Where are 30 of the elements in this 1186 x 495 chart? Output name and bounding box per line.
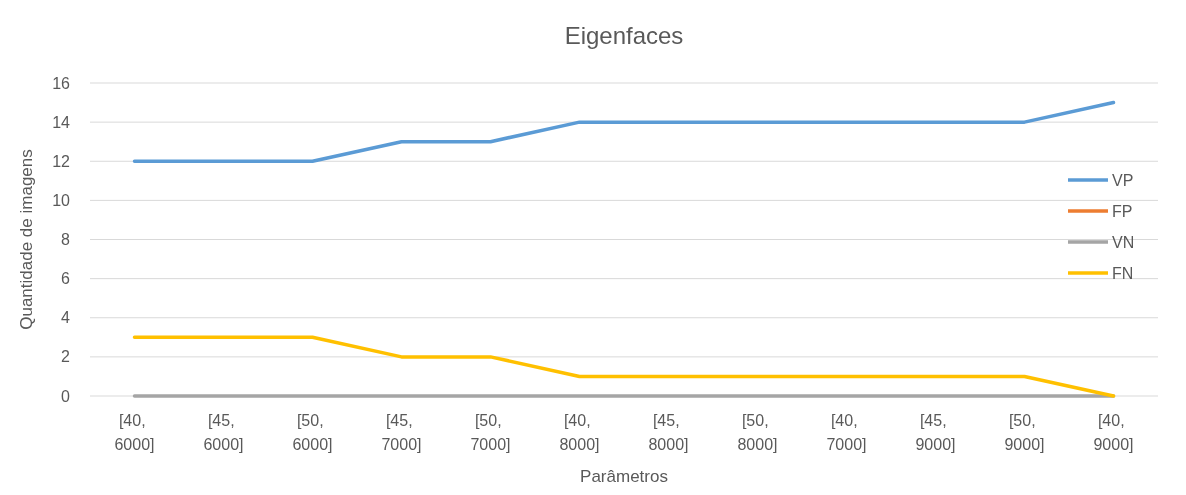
x-tick-label: [40, 6000] xyxy=(114,412,155,453)
line-series xyxy=(132,100,1116,163)
y-tick-label: 2 xyxy=(61,348,71,366)
x-tick-label: [45, 7000] xyxy=(381,412,422,453)
y-tick-label: 14 xyxy=(52,113,71,131)
x-tick-label: [40, 7000] xyxy=(826,412,867,453)
y-tick-label: 4 xyxy=(61,309,71,327)
x-tick-label: [50, 7000] xyxy=(470,412,511,453)
y-tick-label: 6 xyxy=(61,270,71,288)
x-tick-label: [45, 9000] xyxy=(915,412,956,453)
line-series xyxy=(132,335,1116,398)
x-tick-label: [45, 6000] xyxy=(203,412,244,453)
x-axis-title: Parâmetros xyxy=(580,467,668,486)
y-tick-label: 16 xyxy=(52,74,71,92)
y-tick-label: 10 xyxy=(52,191,71,209)
chart-title: Eigenfaces xyxy=(564,22,684,49)
legend-label: VP xyxy=(1112,171,1134,189)
y-tick-label: 0 xyxy=(61,387,71,405)
x-tick-label: [45, 8000] xyxy=(648,412,689,453)
legend-label: FP xyxy=(1112,202,1133,220)
y-tick-label: 8 xyxy=(61,231,71,249)
x-tick-label: [40, 9000] xyxy=(1093,412,1134,453)
y-axis-title: Quantidade de imagens xyxy=(17,149,36,330)
y-tick-label: 12 xyxy=(52,152,71,170)
legend-label: FN xyxy=(1112,264,1134,282)
x-tick-label: [50, 8000] xyxy=(737,412,778,453)
legend-label: VN xyxy=(1112,233,1135,251)
x-tick-label: [50, 6000] xyxy=(292,412,333,453)
x-tick-label: [40, 8000] xyxy=(559,412,600,453)
x-tick-label: [50, 9000] xyxy=(1004,412,1045,453)
